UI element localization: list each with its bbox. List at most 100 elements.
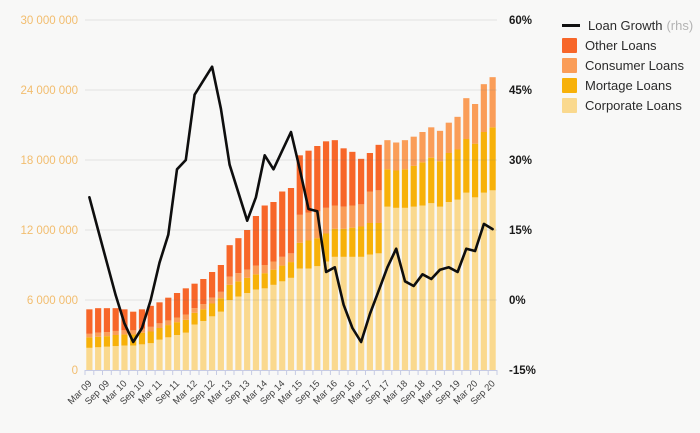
bar-segment — [305, 240, 312, 269]
bar-segment — [340, 256, 347, 370]
bar-segment — [331, 256, 338, 370]
bar-segment — [445, 202, 452, 370]
bar-segment — [384, 140, 391, 170]
bar-segment — [349, 151, 356, 206]
bar-segment — [200, 309, 207, 321]
bar-segment — [191, 324, 198, 370]
bar-segment — [287, 277, 295, 370]
right-axis-label: 30% — [509, 155, 532, 167]
bar-segment — [270, 261, 277, 270]
bar-segment — [358, 226, 365, 257]
bar-segment — [471, 197, 479, 370]
bar-segment — [305, 150, 312, 213]
legend-item-corporate-loans: Corporate Loans — [562, 95, 693, 115]
bar-segment — [489, 127, 496, 191]
bar-segment — [375, 190, 382, 223]
bar-segment — [235, 296, 242, 370]
bar-segment — [279, 256, 286, 266]
bar-segment — [103, 308, 111, 333]
bar-segment — [296, 155, 303, 215]
bar-segment — [165, 337, 172, 370]
bar-segment — [349, 205, 356, 228]
bar-segment — [182, 332, 189, 370]
bar-segment — [305, 268, 312, 370]
bar-segment — [261, 265, 268, 274]
legend-label: Mortage Loans — [585, 77, 672, 93]
bar-segment — [428, 127, 435, 158]
bar-segment — [270, 284, 277, 370]
bar-segment — [270, 202, 277, 262]
legend-color-swatch — [562, 37, 577, 53]
bar-segment — [428, 203, 435, 370]
bar-segment — [419, 162, 426, 206]
bar-segment — [340, 228, 347, 257]
bar-segment — [322, 207, 330, 234]
bar-segment — [322, 141, 330, 208]
bar-segment — [384, 169, 391, 207]
bar-segment — [165, 325, 172, 338]
right-axis-label: 60% — [509, 15, 532, 27]
legend-label: Consumer Loans — [585, 57, 684, 73]
left-axis-label: 0 — [72, 365, 78, 377]
legend-label: Other Loans — [585, 37, 657, 53]
right-axis-labels: -15% 0% 15% 30% 45% 60% — [509, 15, 536, 377]
bar-segment — [331, 228, 338, 257]
bar-segment — [226, 276, 233, 285]
bar-segment — [410, 165, 417, 207]
bar-segment — [410, 206, 417, 370]
chart-legend: Loan Growth (rhs) Other Loans Consumer Loan… — [562, 15, 693, 115]
bar-segment — [147, 305, 154, 327]
bar-segment — [165, 320, 172, 326]
bar-segment — [112, 346, 119, 370]
bar-segment — [331, 140, 338, 206]
bar-segment — [252, 216, 260, 266]
bar-segment — [261, 288, 268, 370]
bar-segment — [147, 343, 154, 370]
bar-segment — [156, 323, 163, 328]
bar-segment — [244, 269, 251, 278]
bar-segment — [410, 136, 417, 166]
bar-segment — [103, 336, 111, 347]
bar-segment — [138, 328, 146, 333]
legend-item-mortage-loans: Mortage Loans — [562, 75, 693, 95]
bar-segment — [463, 139, 470, 193]
legend-line-marker — [562, 18, 582, 33]
bar-segment — [401, 169, 409, 208]
bar-segment — [279, 265, 286, 282]
bar-segment — [173, 322, 181, 335]
bar-segment — [209, 272, 216, 298]
bar-segment — [173, 335, 181, 370]
left-axis-label: 30 000 000 — [20, 15, 78, 27]
bar-segment — [138, 344, 146, 370]
right-axis-label: 0% — [509, 295, 526, 307]
bar-segment — [130, 311, 137, 331]
bar-segment — [95, 336, 102, 348]
bar-segment — [454, 149, 461, 200]
bar-segment — [103, 332, 111, 337]
bar-series-mortage-loans — [86, 127, 496, 348]
bar-segment — [287, 188, 295, 254]
bar-segment — [112, 330, 119, 335]
bar-segment — [173, 317, 181, 323]
bar-segment — [226, 300, 233, 370]
legend-label: Loan Growth — [588, 17, 663, 33]
legend-color-swatch — [562, 97, 577, 113]
bar-segment — [463, 192, 470, 370]
bar-segment — [130, 330, 137, 335]
bar-segment — [95, 308, 102, 333]
bar-segment — [322, 261, 330, 370]
bar-segment — [86, 337, 93, 348]
left-axis-label: 12 000 000 — [20, 225, 78, 237]
bar-segment — [375, 144, 382, 191]
bar-segment — [95, 347, 102, 370]
bar-segment — [436, 130, 444, 162]
bar-segment — [270, 269, 277, 285]
bar-segment — [191, 312, 198, 325]
bar-segment — [349, 256, 356, 370]
bar-segment — [436, 206, 444, 370]
bar-segment — [209, 303, 216, 317]
bar-segment — [182, 288, 189, 315]
bar-segment — [428, 157, 435, 204]
bar-segment — [305, 212, 312, 241]
bar-segment — [287, 253, 295, 263]
